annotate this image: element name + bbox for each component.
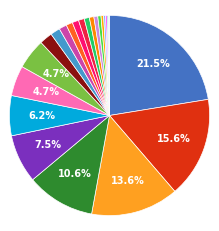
Text: 4.7%: 4.7%	[32, 87, 59, 97]
Wedge shape	[51, 29, 110, 116]
Wedge shape	[104, 15, 110, 116]
Wedge shape	[106, 15, 110, 116]
Wedge shape	[84, 18, 110, 116]
Wedge shape	[107, 15, 110, 116]
Wedge shape	[89, 17, 110, 116]
Wedge shape	[110, 15, 208, 116]
Wedge shape	[98, 16, 110, 116]
Wedge shape	[110, 99, 210, 191]
Wedge shape	[59, 25, 110, 116]
Text: 6.2%: 6.2%	[28, 111, 55, 121]
Wedge shape	[33, 116, 110, 214]
Text: 4.7%: 4.7%	[42, 69, 69, 79]
Wedge shape	[11, 116, 110, 180]
Wedge shape	[11, 67, 110, 116]
Text: 13.6%: 13.6%	[110, 176, 144, 186]
Wedge shape	[72, 20, 110, 116]
Wedge shape	[101, 15, 110, 116]
Wedge shape	[66, 23, 110, 116]
Wedge shape	[22, 43, 110, 116]
Wedge shape	[79, 19, 110, 116]
Wedge shape	[9, 95, 110, 136]
Wedge shape	[41, 34, 110, 116]
Text: 15.6%: 15.6%	[157, 134, 190, 144]
Text: 21.5%: 21.5%	[137, 59, 170, 69]
Wedge shape	[94, 16, 110, 116]
Wedge shape	[109, 15, 110, 116]
Wedge shape	[92, 116, 175, 216]
Text: 10.6%: 10.6%	[58, 169, 92, 179]
Text: 7.5%: 7.5%	[35, 140, 62, 150]
